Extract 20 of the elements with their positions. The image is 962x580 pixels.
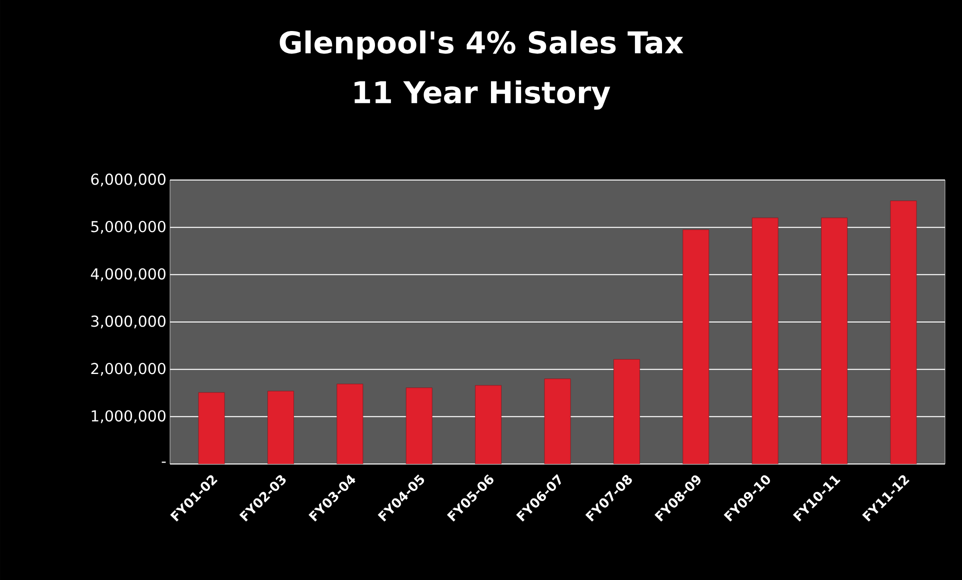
bar	[268, 390, 294, 464]
bar	[336, 384, 364, 464]
y-tick-label: 6,000,000	[91, 174, 166, 186]
y-tick-label: 3,000,000	[91, 316, 166, 328]
bar	[821, 218, 848, 464]
bar	[752, 218, 778, 464]
y-tick-label: 4,000,000	[90, 268, 166, 282]
bar	[406, 388, 432, 464]
bar	[475, 385, 502, 464]
bar	[890, 200, 917, 464]
chart-title: Glenpool's 4% Sales Tax	[280, 30, 684, 60]
chart-subtitle: 11 Year History	[354, 80, 610, 110]
bar	[198, 392, 225, 464]
bar	[544, 378, 571, 464]
y-tick-label: -	[162, 462, 166, 463]
bar	[682, 229, 710, 464]
bar	[614, 359, 640, 464]
y-tick-label: 5,000,000	[91, 220, 166, 234]
y-tick-label: 2,000,000	[91, 362, 166, 376]
y-tick-label: 1,000,000	[92, 410, 166, 424]
